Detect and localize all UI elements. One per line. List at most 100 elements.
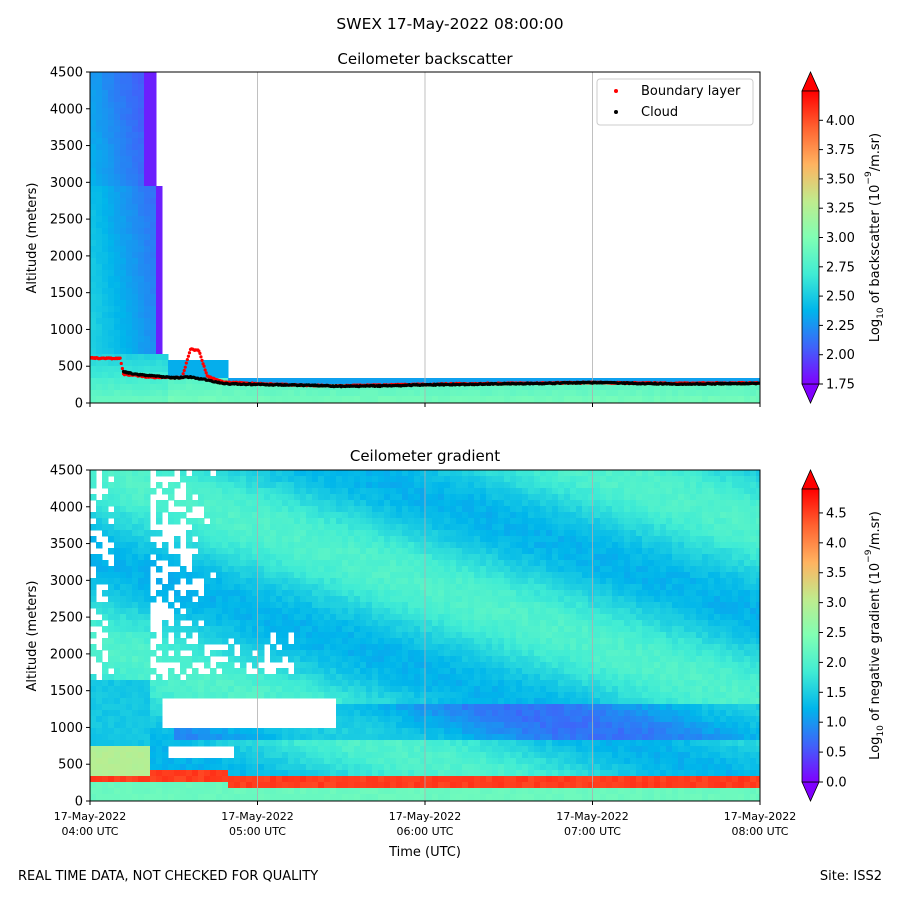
gradient-cell (90, 746, 97, 753)
gradient-cell (126, 794, 133, 801)
gradient-cell (240, 512, 247, 519)
gradient-cell (312, 578, 319, 585)
gradient-cell (342, 728, 349, 735)
gradient-cell (372, 650, 379, 657)
gradient-cell (132, 548, 139, 555)
gradient-cell (252, 794, 259, 801)
gradient-cell (312, 554, 319, 561)
backscatter-cell (126, 114, 133, 121)
backscatter-cell (114, 108, 121, 115)
gradient-cell (264, 734, 271, 741)
gradient-cell (162, 692, 169, 699)
gradient-cell (150, 530, 157, 537)
gradient-cell (312, 584, 319, 591)
gradient-cell (90, 590, 97, 597)
gradient-cell (276, 530, 283, 537)
backscatter-cell (126, 390, 133, 397)
gradient-cell (366, 626, 373, 633)
gradient-cell (138, 662, 145, 669)
gradient-cell (318, 740, 325, 747)
gradient-cell (276, 638, 283, 645)
gradient-cell (90, 674, 97, 681)
gradient-cell (216, 524, 223, 531)
gradient-cell (150, 680, 157, 687)
gradient-cell (258, 626, 265, 633)
gradient-cell (216, 638, 223, 645)
boundary-layer-point (183, 365, 187, 369)
backscatter-cell (162, 366, 169, 373)
gradient-cell (132, 752, 139, 759)
gradient-cell (246, 614, 253, 621)
backscatter-cell (198, 372, 205, 379)
gradient-cell (150, 788, 157, 795)
gradient-cell (366, 734, 373, 741)
backscatter-cell (150, 282, 157, 289)
gradient-cell (402, 482, 409, 489)
gradient-cell (234, 560, 241, 567)
gradient-cell (228, 794, 235, 801)
gradient-cell (126, 638, 133, 645)
backscatter-cell (624, 396, 631, 403)
gradient-cell (306, 584, 313, 591)
backscatter-cell (408, 396, 415, 403)
gradient-cell (306, 572, 313, 579)
gradient-cell (210, 638, 217, 645)
gradient-cell (234, 740, 241, 747)
gradient-cell (204, 470, 211, 477)
gradient-cell (288, 734, 295, 741)
gradient-cell (252, 752, 259, 759)
gradient-cell (144, 746, 151, 753)
gradient-cell (192, 590, 199, 597)
gradient-cell (402, 554, 409, 561)
gradient-cell (402, 512, 409, 519)
gradient-cell (276, 752, 283, 759)
gradient-cell (294, 692, 301, 699)
backscatter-cell (186, 366, 193, 373)
gradient-cell (102, 590, 109, 597)
backscatter-cell (396, 378, 403, 385)
gradient-cell (120, 476, 127, 483)
gradient-cell (324, 560, 331, 567)
gradient-cell (138, 692, 145, 699)
backscatter-cell (156, 300, 163, 307)
gradient-cell (372, 476, 379, 483)
gradient-cell (102, 644, 109, 651)
gradient-cell (360, 572, 367, 579)
gradient-cell (120, 680, 127, 687)
backscatter-cell (156, 342, 163, 349)
gradient-cell (354, 650, 361, 657)
gradient-cell (198, 470, 205, 477)
backscatter-cell (240, 378, 247, 385)
backscatter-cell (132, 138, 139, 145)
gradient-cell (234, 614, 241, 621)
gradient-cell (306, 632, 313, 639)
gradient-cell (258, 656, 265, 663)
gradient-cell (336, 656, 343, 663)
gradient-cell (252, 740, 259, 747)
gradient-cell (288, 746, 295, 753)
gradient-cell (396, 704, 403, 711)
gradient-cell (96, 734, 103, 741)
gradient-cell (300, 536, 307, 543)
gradient-cell (336, 662, 343, 669)
backscatter-cell (624, 384, 631, 391)
backscatter-cell (120, 390, 127, 397)
backscatter-heatmap (90, 72, 760, 403)
backscatter-cell (330, 378, 337, 385)
gradient-cell (390, 560, 397, 567)
gradient-cell (216, 530, 223, 537)
gradient-cell (216, 674, 223, 681)
backscatter-cell (156, 192, 163, 199)
backscatter-cell (156, 324, 163, 331)
backscatter-cell (114, 312, 121, 319)
gradient-cell (186, 770, 193, 777)
backscatter-cell (420, 390, 427, 397)
gradient-cell (246, 524, 253, 531)
backscatter-cell (126, 306, 133, 313)
gradient-cell (300, 656, 307, 663)
gradient-cell (246, 644, 253, 651)
gradient-cell (396, 566, 403, 573)
backscatter-cell (126, 318, 133, 325)
gradient-cell (384, 674, 391, 681)
gradient-cell (300, 518, 307, 525)
